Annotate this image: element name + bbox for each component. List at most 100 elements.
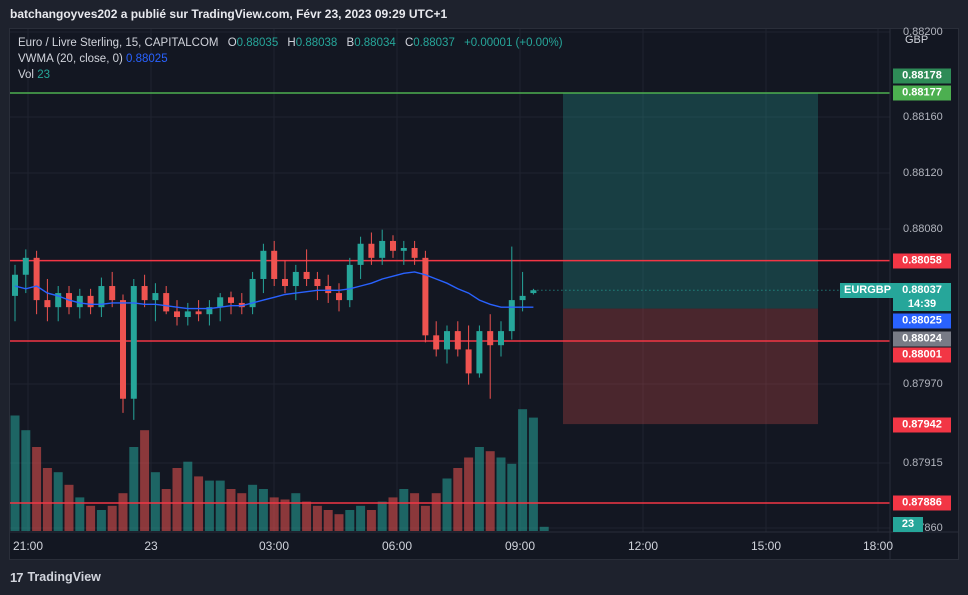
price-tick: 0.88160: [903, 111, 943, 123]
volume-bar: [64, 484, 74, 531]
candle-body: [184, 311, 191, 318]
legend-volume-row[interactable]: Vol 23: [18, 67, 563, 83]
target-line-label: 0.88177: [893, 85, 951, 101]
volume-bar: [507, 463, 517, 531]
legend-low-label: B: [346, 37, 355, 49]
lower-level-label: 0.87886: [893, 495, 951, 511]
volume-bar: [388, 497, 398, 531]
candle-body: [487, 331, 494, 346]
volume-bar: [107, 505, 117, 531]
volume-bar: [75, 497, 85, 531]
candle-body: [163, 293, 170, 312]
volume-bar: [258, 489, 268, 531]
candle-body: [476, 331, 483, 374]
price-tick: 0.87915: [903, 457, 943, 469]
legend-low-value: 0.88034: [354, 37, 396, 49]
candle-body: [12, 274, 18, 296]
time-tick: 03:00: [258, 539, 290, 553]
time-tick: 23: [144, 539, 158, 553]
candle-body: [357, 243, 364, 265]
volume-bar: [464, 457, 474, 531]
candle-body: [206, 307, 213, 315]
price-tick: 0.88080: [903, 223, 943, 235]
chart-legend: Euro / Livre Sterling, 15, CAPITALCOM O 0…: [18, 35, 563, 83]
legend-symbol-row[interactable]: Euro / Livre Sterling, 15, CAPITALCOM O 0…: [18, 35, 563, 51]
volume-bar: [129, 447, 139, 531]
candle-body: [87, 295, 94, 308]
legend-symbol: Euro / Livre Sterling, 15, CAPITALCOM: [18, 37, 219, 49]
price-axis-currency[interactable]: GBP: [905, 34, 929, 46]
tradingview-logo-icon: 17: [10, 569, 24, 585]
legend-close-value: 0.88037: [413, 37, 455, 49]
candle-body: [519, 295, 526, 301]
volume-bar: [53, 472, 63, 531]
vwma-line: [14, 271, 534, 310]
volume-bar: [377, 501, 387, 531]
volume-bar: [539, 526, 549, 531]
volume-badge: 23: [893, 517, 923, 532]
candle-body: [33, 257, 40, 301]
candle-body: [152, 293, 159, 301]
volume-bar: [356, 505, 366, 531]
footer-brand: TradingView: [27, 570, 101, 584]
candle-body: [444, 331, 450, 350]
volume-bar: [496, 457, 506, 531]
candle-body: [22, 257, 29, 275]
candle-body: [260, 250, 267, 279]
volume-bar: [237, 493, 247, 531]
legend-high-value: 0.88038: [295, 37, 338, 49]
volume-bar: [226, 489, 236, 531]
candle-body: [195, 311, 202, 315]
candle-body: [130, 286, 137, 399]
footer[interactable]: 17 TradingView: [10, 568, 101, 586]
volume-bar: [485, 451, 495, 531]
candle-body: [454, 331, 461, 350]
candle-body: [433, 335, 440, 350]
volume-bar: [420, 505, 430, 531]
volume-bar: [302, 501, 312, 531]
candle-body: [411, 247, 418, 258]
time-tick: 18:00: [862, 539, 894, 553]
candle-body: [325, 286, 332, 294]
candle-body: [141, 286, 148, 301]
legend-high-label: H: [287, 37, 296, 49]
legend-open-label: O: [227, 37, 237, 49]
candle-body: [530, 290, 537, 294]
volume-bar: [442, 478, 452, 531]
volume-bar: [269, 497, 279, 531]
candle-body: [76, 295, 83, 308]
candle-body: [379, 240, 386, 258]
volume-bar: [215, 480, 225, 531]
bar-countdown: 14:39: [907, 298, 937, 310]
resistance-level-label: 0.88058: [893, 253, 951, 269]
volume-bar: [204, 480, 214, 531]
candle-body: [44, 300, 51, 308]
take-profit-zone: [563, 93, 818, 309]
candle-body: [400, 247, 407, 251]
candle-body: [55, 293, 62, 308]
legend-vwma-label: VWMA (20, close, 0): [18, 53, 123, 65]
last-price-label: 0.88037 14:39: [893, 283, 951, 311]
legend-vwma-row[interactable]: VWMA (20, close, 0) 0.88025: [18, 51, 563, 67]
legend-volume-value: 23: [37, 69, 50, 81]
volume-bar: [312, 505, 322, 531]
volume-bar: [453, 468, 463, 531]
candle-body: [422, 257, 429, 336]
volume-bar: [518, 409, 528, 531]
volume-bar: [366, 510, 376, 531]
candle-body: [465, 349, 472, 374]
target-upper-label: 0.88178: [893, 68, 951, 84]
candle-body: [174, 311, 180, 318]
volume-bar: [334, 514, 344, 531]
volume-bar: [528, 417, 538, 531]
last-price-value: 0.88037: [902, 284, 942, 296]
candle-body: [390, 240, 396, 251]
time-tick: 15:00: [750, 539, 782, 553]
candle-body: [120, 300, 126, 399]
candle-body: [109, 286, 116, 301]
candle-body: [282, 278, 288, 287]
candle-body: [346, 264, 353, 301]
candle-body: [292, 271, 299, 287]
symbol-tag: EURGBP: [840, 283, 896, 298]
